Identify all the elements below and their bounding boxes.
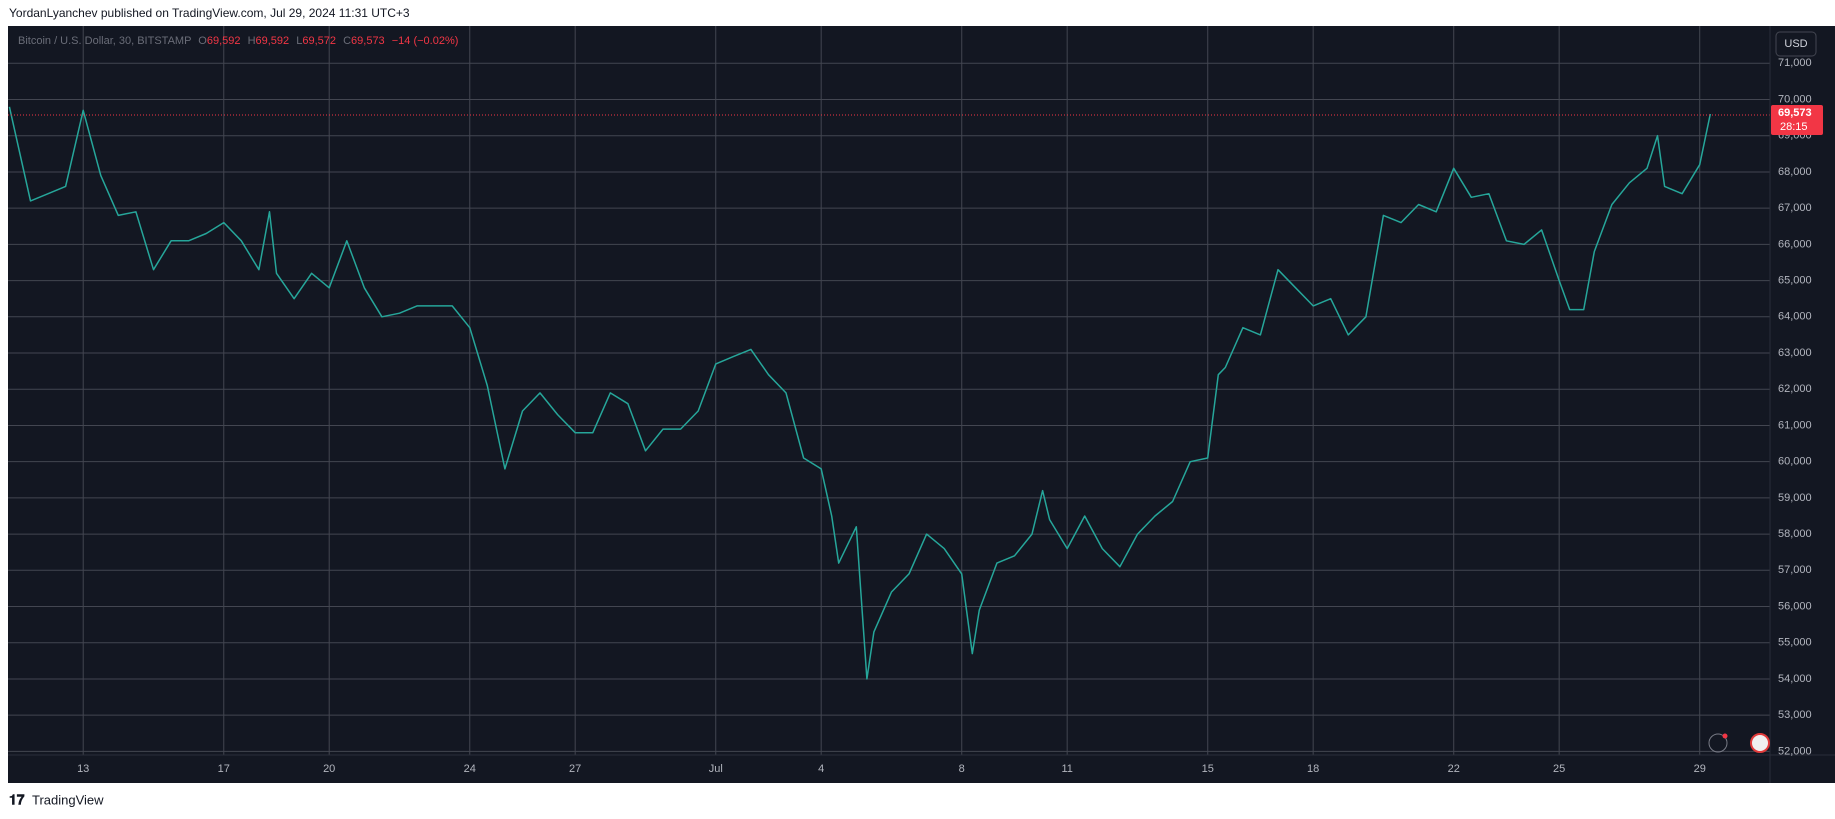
y-tick-label: 58,000	[1778, 528, 1812, 540]
y-tick-label: 71,000	[1778, 57, 1812, 69]
plot	[8, 106, 1770, 680]
alert-dot	[1722, 733, 1728, 739]
y-tick-label: 54,000	[1778, 673, 1812, 685]
x-tick-label: 29	[1694, 763, 1706, 775]
y-tick-label: 60,000	[1778, 456, 1812, 468]
chart-bg	[8, 26, 1835, 783]
x-tick-label: 24	[464, 763, 476, 775]
legend: Bitcoin / U.S. Dollar, 30, BITSTAMP O69,…	[18, 35, 458, 47]
currency-label[interactable]: USD	[1784, 38, 1807, 50]
x-tick-label: 17	[218, 763, 230, 775]
y-tick-label: 55,000	[1778, 637, 1812, 649]
y-tick-label: 56,000	[1778, 600, 1812, 612]
y-tick-label: 62,000	[1778, 383, 1812, 395]
flag-icon[interactable]	[1750, 733, 1770, 753]
legend-value: 69,592	[256, 35, 290, 47]
y-tick-label: 64,000	[1778, 311, 1812, 323]
legend-symbol: Bitcoin / U.S. Dollar, 30, BITSTAMP	[18, 35, 191, 47]
y-tick-label: 70,000	[1778, 93, 1812, 105]
y-tick-label: 52,000	[1778, 745, 1812, 757]
header-text: YordanLyanchev published on TradingView.…	[9, 6, 410, 20]
legend-change: −14 (−0.02%)	[392, 35, 459, 47]
legend-key: C	[343, 35, 351, 47]
legend-value: 69,572	[302, 35, 336, 47]
x-tick-label: 25	[1553, 763, 1565, 775]
price-line	[8, 106, 1712, 680]
grid	[8, 26, 1770, 755]
footer-logo: 𝟏𝟕	[9, 792, 25, 808]
y-tick-label: 61,000	[1778, 419, 1812, 431]
x-tick-label: 13	[77, 763, 89, 775]
x-tick-label: 27	[569, 763, 581, 775]
y-tick-label: 67,000	[1778, 202, 1812, 214]
y-tick-label: 53,000	[1778, 709, 1812, 721]
x-tick-label: 22	[1448, 763, 1460, 775]
x-tick-label: 20	[323, 763, 335, 775]
x-tick-label: 4	[818, 763, 824, 775]
current-price-box	[1771, 104, 1823, 135]
current-price-label: 69,573	[1778, 107, 1812, 119]
x-tick-label: 15	[1202, 763, 1214, 775]
legend-value: 69,592	[207, 35, 241, 47]
legend-key: O	[198, 35, 207, 47]
y-tick-label: 66,000	[1778, 238, 1812, 250]
y-tick-label: 65,000	[1778, 274, 1812, 286]
y-tick-label: 59,000	[1778, 492, 1812, 504]
legend-key: H	[248, 35, 256, 47]
legend-value: 69,573	[351, 35, 385, 47]
x-tick-label: 11	[1061, 763, 1072, 775]
y-tick-label: 57,000	[1778, 564, 1812, 576]
currency-button[interactable]	[1775, 31, 1817, 57]
x-tick-label: Jul	[709, 763, 723, 775]
x-tick-label: 8	[959, 763, 965, 775]
y-tick-label: 68,000	[1778, 166, 1812, 178]
countdown-label: 28:15	[1780, 121, 1808, 133]
x-tick-label: 18	[1307, 763, 1319, 775]
legend-key: L	[296, 35, 302, 47]
footer-brand: TradingView	[32, 792, 104, 807]
y-tick-label: 63,000	[1778, 347, 1812, 359]
alert-icon[interactable]	[1708, 733, 1728, 753]
